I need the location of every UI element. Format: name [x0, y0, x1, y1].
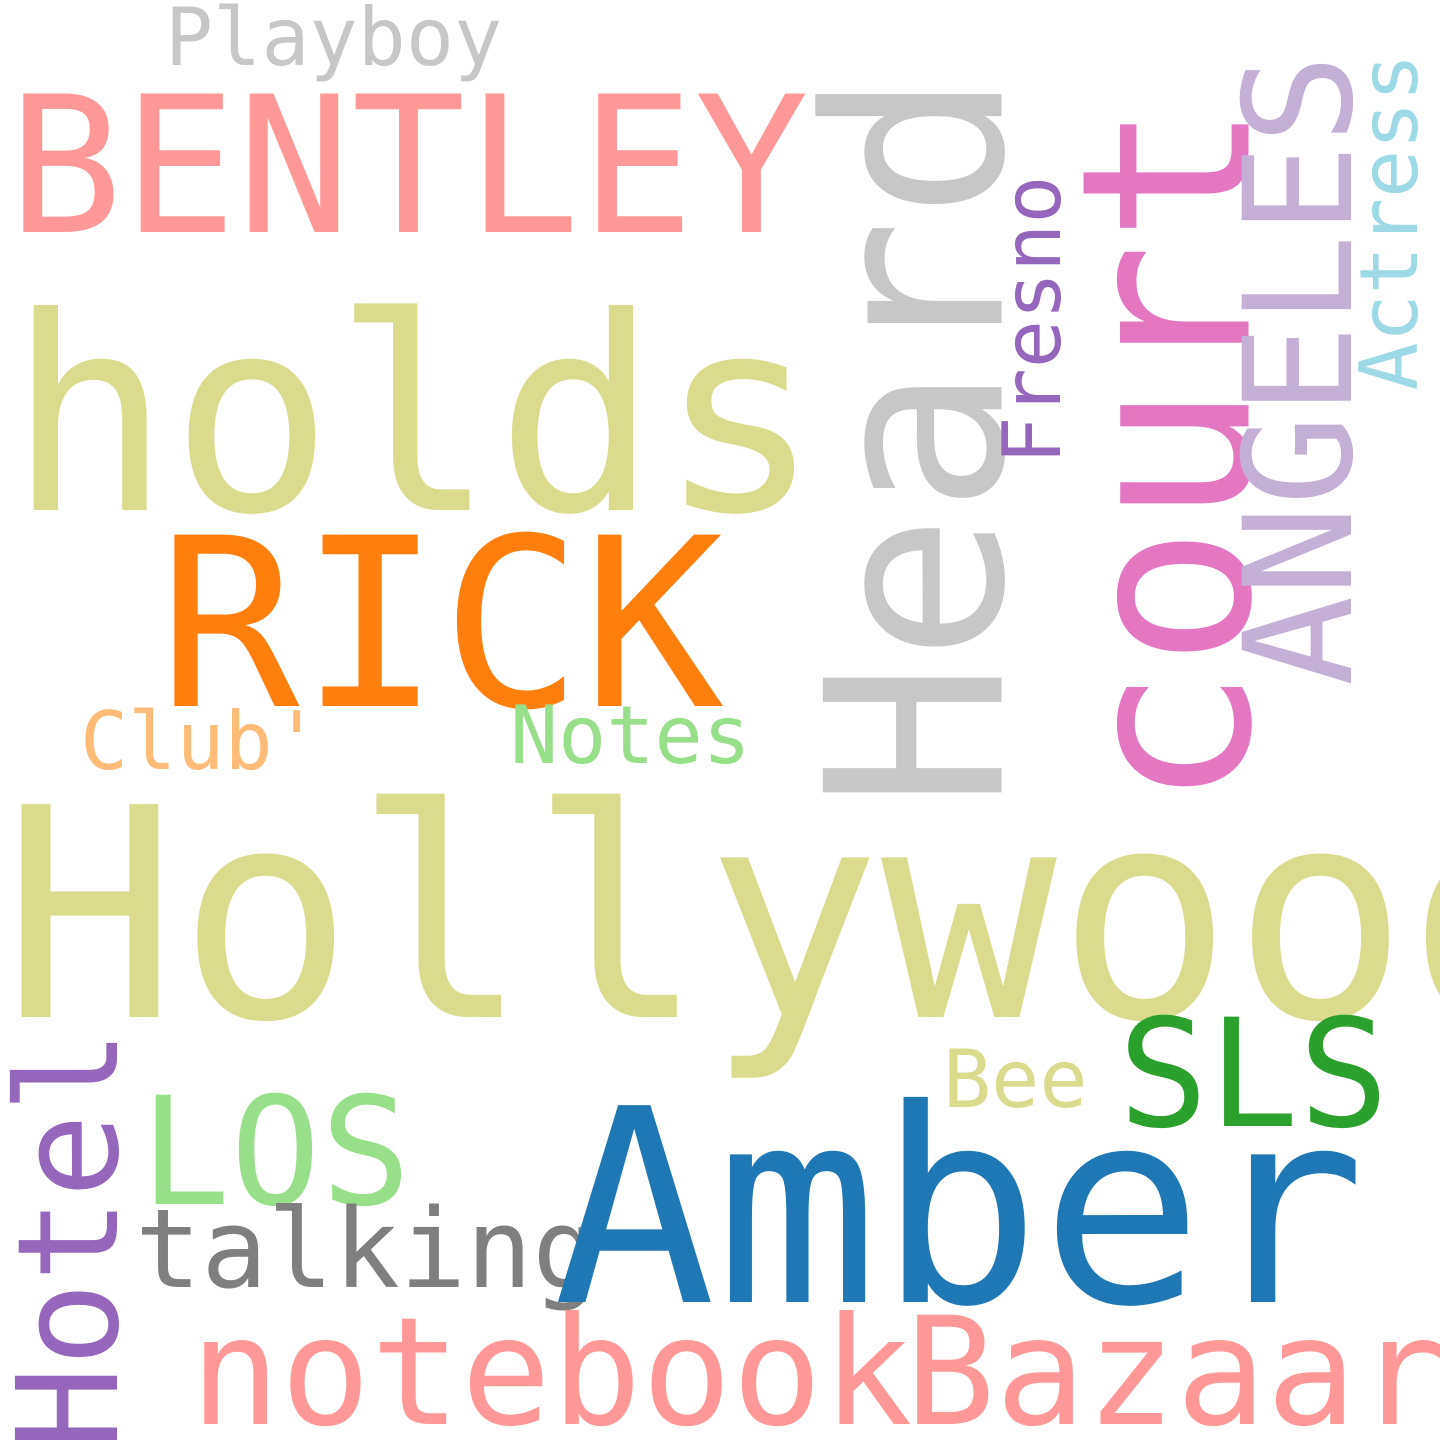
word-actress: Actress: [1343, 53, 1436, 391]
word-hotel: Hotel: [0, 1029, 151, 1440]
word-notebook: notebook: [190, 1286, 913, 1440]
word-playboy: Playboy: [165, 0, 503, 84]
word-los: LOS: [140, 1066, 411, 1240]
word-fresno: Fresno: [986, 175, 1079, 465]
word-holds: holds: [8, 259, 821, 574]
word-sls: SLS: [1118, 988, 1389, 1162]
word-rick: RICK: [158, 489, 724, 762]
word-notes: Notes: [510, 689, 751, 782]
word-club: Club': [80, 695, 321, 788]
word-bentley: BENTLEY: [8, 56, 809, 277]
word-amber: Amber: [553, 1051, 1366, 1366]
word-bazaar: Bazaar: [905, 1286, 1440, 1440]
word-hollywood: Hollywood: [2, 746, 1440, 1086]
word-bee: Bee: [943, 1033, 1088, 1126]
word-talking: talking: [135, 1185, 599, 1313]
